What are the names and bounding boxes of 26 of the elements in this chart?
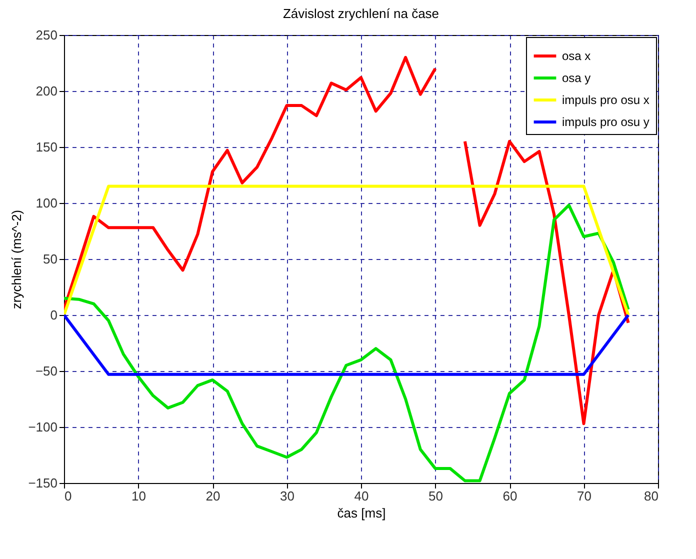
x-tick-label: 40 xyxy=(354,488,369,504)
chart-title: Závislost zrychlení na čase xyxy=(282,6,440,21)
x-tick-label: 30 xyxy=(280,488,294,504)
x-tick-label: 0 xyxy=(64,488,72,504)
y-tick-label: −150 xyxy=(28,476,58,490)
x-tick-label: 80 xyxy=(644,488,658,504)
y-tick-label: 100 xyxy=(36,196,58,210)
y-axis-title: zrychlení (ms^-2) xyxy=(9,210,24,310)
y-tick-label: 0 xyxy=(50,308,58,322)
legend-label: impuls pro osu y xyxy=(562,115,650,129)
legend-label: osa x xyxy=(562,49,591,63)
y-tick-label: 250 xyxy=(36,28,58,42)
x-tick-label: 60 xyxy=(502,488,518,504)
legend-label: impuls pro osu x xyxy=(562,93,650,107)
y-tick-label: 200 xyxy=(36,84,58,98)
line-series xyxy=(64,204,630,482)
x-tick-label: 50 xyxy=(428,488,443,504)
y-tick-label: 150 xyxy=(36,140,58,154)
x-axis-title: čas [ms] xyxy=(337,506,386,520)
x-tick-label: 70 xyxy=(577,488,592,504)
y-tick-label: −100 xyxy=(28,420,58,434)
legend-label: osa y xyxy=(562,71,591,85)
x-tick-label: 20 xyxy=(206,488,220,504)
x-tick-label: 10 xyxy=(132,488,146,504)
y-tick-label: −50 xyxy=(35,364,58,378)
y-tick-label: 50 xyxy=(43,252,58,266)
